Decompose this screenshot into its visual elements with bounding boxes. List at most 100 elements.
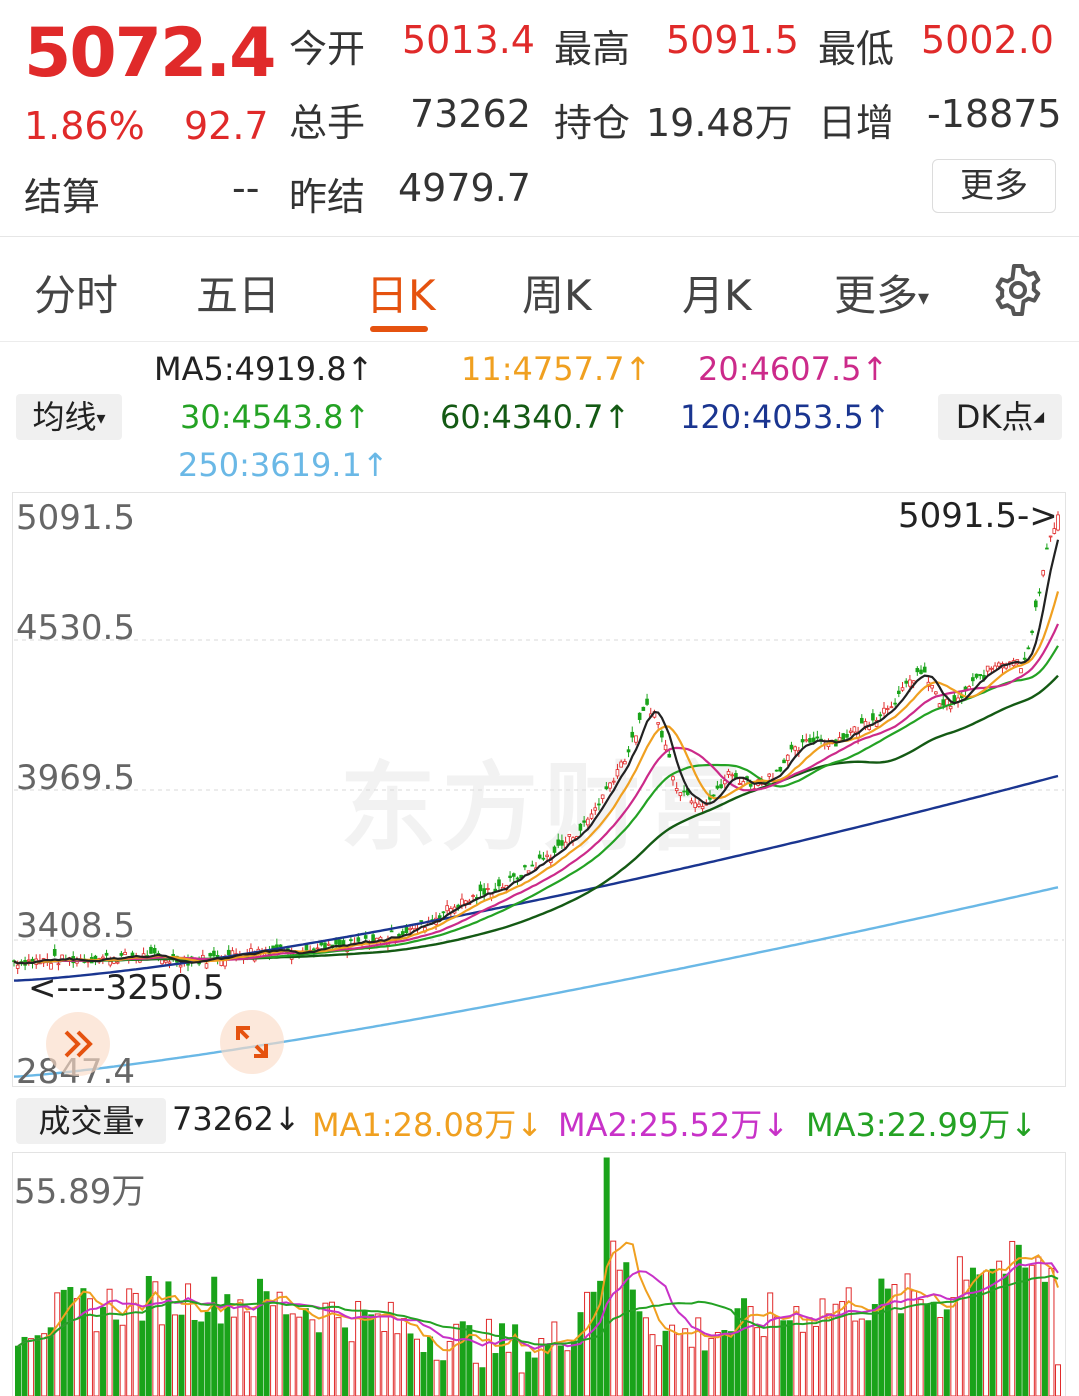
candle-body (937, 703, 942, 708)
price-axis-label: 4530.5 (16, 608, 135, 648)
volume-ma2: MA2:25.52万↓ (558, 1106, 790, 1144)
candle-body (619, 761, 623, 768)
ma-type-dropdown[interactable]: 均线▾ (16, 394, 122, 440)
candle-body (785, 754, 790, 761)
candle-body (319, 942, 324, 946)
candle-body (1030, 630, 1034, 633)
tab-more[interactable]: 更多▾ (834, 262, 929, 323)
candle-body (700, 806, 705, 810)
volume-bar (812, 1325, 819, 1396)
volume-bar (577, 1312, 584, 1396)
tab-five-day[interactable]: 五日 (196, 271, 281, 320)
volume-bar (839, 1301, 846, 1396)
ma-type-label: 均线 (32, 398, 97, 436)
volume-bar (865, 1320, 872, 1396)
volume-bar (453, 1323, 460, 1396)
candle-body (934, 691, 938, 695)
candle-body (645, 698, 649, 705)
candle-body (1056, 514, 1060, 531)
candle-body (523, 865, 527, 868)
min-price-marker: <----3250.5 (28, 968, 225, 1008)
volume-bar (165, 1281, 172, 1396)
volume-bar (727, 1331, 734, 1396)
volume-bar (499, 1323, 506, 1396)
candle-body (119, 953, 124, 956)
volume-bar (760, 1336, 767, 1396)
volume-bar (479, 1367, 486, 1396)
candle-body (445, 905, 449, 912)
tab-daily-k[interactable]: 日K (366, 271, 436, 320)
ma250-line (13, 886, 1059, 1078)
volume-bar (806, 1317, 813, 1396)
dk-point-toggle[interactable]: DK点◢ (938, 394, 1062, 440)
indicator-dropdown[interactable]: 成交量▾ (16, 1098, 166, 1144)
price-axis-label: 3408.5 (16, 906, 135, 946)
candle-body (767, 773, 772, 777)
volume-bar (211, 1276, 218, 1396)
double-chevron-icon[interactable] (46, 1012, 110, 1076)
candle-body (948, 705, 953, 710)
expand-arrows-icon[interactable] (220, 1010, 284, 1074)
candle-body (815, 736, 820, 739)
candle-body (789, 744, 794, 750)
tab-more-label: 更多 (834, 271, 919, 320)
volume-bar (917, 1299, 924, 1396)
daily-increase-label: 日增 (818, 101, 895, 145)
volume-bar (1022, 1267, 1029, 1396)
volume-bar (152, 1281, 159, 1396)
price-chart-frame[interactable] (12, 492, 1066, 1087)
volume-chart-frame[interactable] (12, 1152, 1066, 1396)
candle-body (101, 956, 105, 959)
candle-body (578, 823, 583, 831)
volume-bar (126, 1288, 133, 1396)
candle-body (530, 864, 535, 867)
volume-bar (250, 1316, 257, 1396)
candle-body (882, 707, 886, 714)
volume-bar (427, 1336, 434, 1396)
volume-bar (348, 1341, 355, 1396)
volume-bar (649, 1334, 656, 1396)
volume-ma3-line (17, 1274, 1059, 1348)
volume-bar (904, 1273, 911, 1396)
candle-body (678, 792, 683, 797)
volume-bar (512, 1324, 519, 1396)
volume-bar (217, 1323, 224, 1396)
ma11-value: 11:4757.7↑ (461, 350, 652, 388)
volume-bar (204, 1311, 211, 1396)
more-quote-button[interactable]: 更多 (932, 159, 1056, 213)
volume-label: 总手 (289, 101, 366, 145)
volume-bar (374, 1313, 381, 1396)
candle-body (893, 702, 897, 705)
price-axis-label: 3969.5 (16, 758, 135, 798)
volume-bar (930, 1301, 937, 1396)
candle-body (871, 713, 875, 721)
volume-bar (767, 1292, 774, 1396)
volume-bar (793, 1306, 800, 1396)
gear-icon[interactable] (990, 262, 1046, 318)
candle-body (478, 884, 483, 892)
candle-body (922, 666, 927, 673)
tab-intraday[interactable]: 分时 (34, 271, 119, 320)
candle-body (978, 674, 983, 677)
candle-body (537, 854, 542, 859)
candle-body (115, 961, 120, 964)
volume-bar (675, 1334, 682, 1396)
candle-body (1041, 570, 1045, 576)
volume-bar (243, 1311, 250, 1396)
tab-weekly-k[interactable]: 周K (522, 271, 592, 320)
candle-body (49, 962, 53, 970)
chevron-down-icon: ▾ (134, 1112, 144, 1133)
volume-bar (656, 1345, 663, 1396)
prev-settle-label: 昨结 (289, 175, 366, 219)
volume-bar (113, 1319, 120, 1396)
candle-body (989, 667, 994, 670)
volume-bar (852, 1320, 859, 1396)
volume-bar (616, 1269, 623, 1396)
tab-monthly-k[interactable]: 月K (682, 271, 752, 320)
volume-bar (171, 1314, 178, 1396)
volume-bar (296, 1316, 303, 1396)
volume-bar (688, 1346, 695, 1396)
candle-body (204, 963, 209, 969)
